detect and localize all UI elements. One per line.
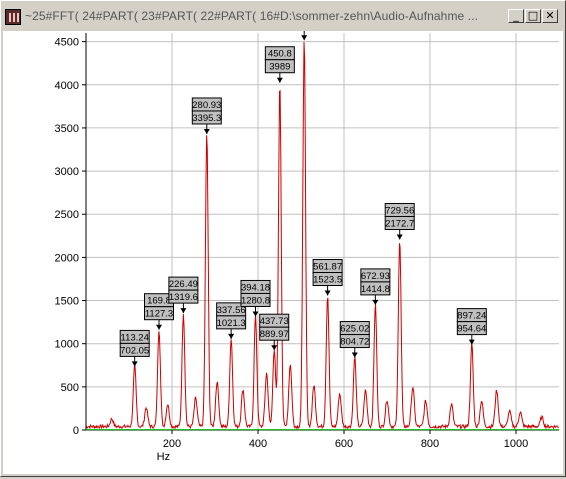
peak-label-y: 804.72 — [340, 337, 369, 348]
spectrum-series-line — [85, 41, 559, 430]
peak-arrow-head — [301, 35, 308, 41]
peak-label-x: 561.87 — [313, 262, 342, 273]
peak-label-box — [119, 342, 150, 357]
peak-label-box — [360, 281, 391, 296]
y-tick-label: 3500 — [55, 123, 79, 135]
peak-arrow-head — [372, 299, 379, 305]
peak-label-box — [144, 306, 175, 321]
close-button[interactable]: ✕ — [542, 9, 558, 23]
window-title: ~25#FFT( 24#PART( 23#PART( 22#PART( 16#D… — [25, 9, 479, 23]
x-tick-label: 600 — [335, 438, 353, 450]
peak-arrow-head — [180, 308, 187, 314]
y-tick-label: 4500 — [55, 37, 79, 49]
peak-arrow-head — [468, 339, 475, 345]
y-tick-label: 500 — [61, 382, 79, 394]
peak-label-box — [339, 334, 370, 349]
peak-label-y: 2172.7 — [385, 218, 414, 229]
maximize-button[interactable]: □ — [525, 9, 541, 23]
peak-label-y: 1280.8 — [241, 295, 270, 306]
title-bar[interactable]: ~25#FFT( 24#PART( 23#PART( 22#PART( 16#D… — [3, 3, 562, 31]
peak-label-x: 280.93 — [192, 100, 221, 111]
peak-label-x: 437.73 — [260, 316, 289, 327]
peak-arrow-head — [351, 352, 358, 358]
peak-label-x: 169.8 — [147, 296, 171, 307]
y-tick-label: 2500 — [55, 209, 79, 221]
spectrum-chart: 0 500 1000 1500 2000 2500 3000 3500 4000 4500 200 4… — [55, 3, 559, 463]
peak-label-box — [240, 292, 271, 307]
peak-label-box — [384, 215, 415, 230]
peak-arrow-head — [271, 345, 278, 351]
peak-label-x: 897.24 — [457, 311, 486, 322]
x-axis-title: Hz — [157, 451, 170, 463]
peak-label-y: 889.97 — [260, 329, 289, 340]
peak-label-x: 394.18 — [241, 282, 270, 293]
peak-label-y: 3989 — [269, 62, 290, 73]
peak-arrow-head — [156, 324, 163, 330]
peak-label-box — [191, 110, 222, 125]
peak-arrow-head — [203, 128, 210, 134]
peak-arrow-head — [396, 234, 403, 240]
peak-label-y: 702.05 — [120, 345, 149, 356]
x-tick-label: 200 — [163, 438, 181, 450]
peak-label-box — [168, 289, 199, 304]
peak-label-box — [312, 272, 343, 287]
peak-label-y: 1319.6 — [169, 292, 198, 303]
peak-label-x: 450.8 — [268, 49, 292, 60]
x-tick-label: 400 — [249, 438, 267, 450]
peak-label-x: 337.56 — [217, 305, 246, 316]
peak-label-x: 729.56 — [385, 205, 414, 216]
peak-label-x: 113.24 — [121, 332, 149, 343]
y-tick-label: 0 — [73, 425, 79, 437]
peak-label-y: 954.64 — [457, 324, 486, 335]
peak-label-y: 1021.3 — [217, 318, 246, 329]
minimize-button[interactable]: _ — [508, 9, 524, 23]
plot-area[interactable]: 0 500 1000 1500 2000 2500 3000 3500 4000 4500 200 4… — [3, 3, 563, 474]
peak-label-x: 226.49 — [169, 279, 198, 290]
peak-label-box — [216, 315, 247, 330]
peak-arrow-head — [276, 77, 283, 83]
peak-label-y: 1523.5 — [313, 275, 342, 286]
peak-label-box — [259, 326, 290, 341]
peak-arrow-head — [228, 333, 235, 339]
y-tick-label: 1000 — [55, 339, 79, 351]
x-tick-label: 1000 — [504, 438, 528, 450]
y-tick-label: 1500 — [55, 296, 79, 308]
peak-arrow-head — [131, 361, 138, 367]
app-icon[interactable] — [5, 9, 21, 25]
peak-label-box — [456, 321, 487, 336]
peak-label-y: 1414.8 — [361, 284, 390, 295]
y-tick-label: 2000 — [55, 252, 79, 264]
peak-label-x: 672.93 — [361, 271, 390, 282]
peak-label-box — [264, 59, 295, 74]
y-tick-label: 3000 — [55, 166, 79, 178]
peak-label-y: 1127.3 — [145, 309, 173, 320]
x-tick-label: 800 — [421, 438, 439, 450]
peak-arrow-head — [324, 290, 331, 296]
peak-label-x: 625.02 — [340, 324, 369, 335]
peak-label-y: 3395.3 — [192, 113, 221, 124]
y-tick-label: 4000 — [55, 80, 79, 92]
peak-arrow-head — [252, 311, 259, 317]
